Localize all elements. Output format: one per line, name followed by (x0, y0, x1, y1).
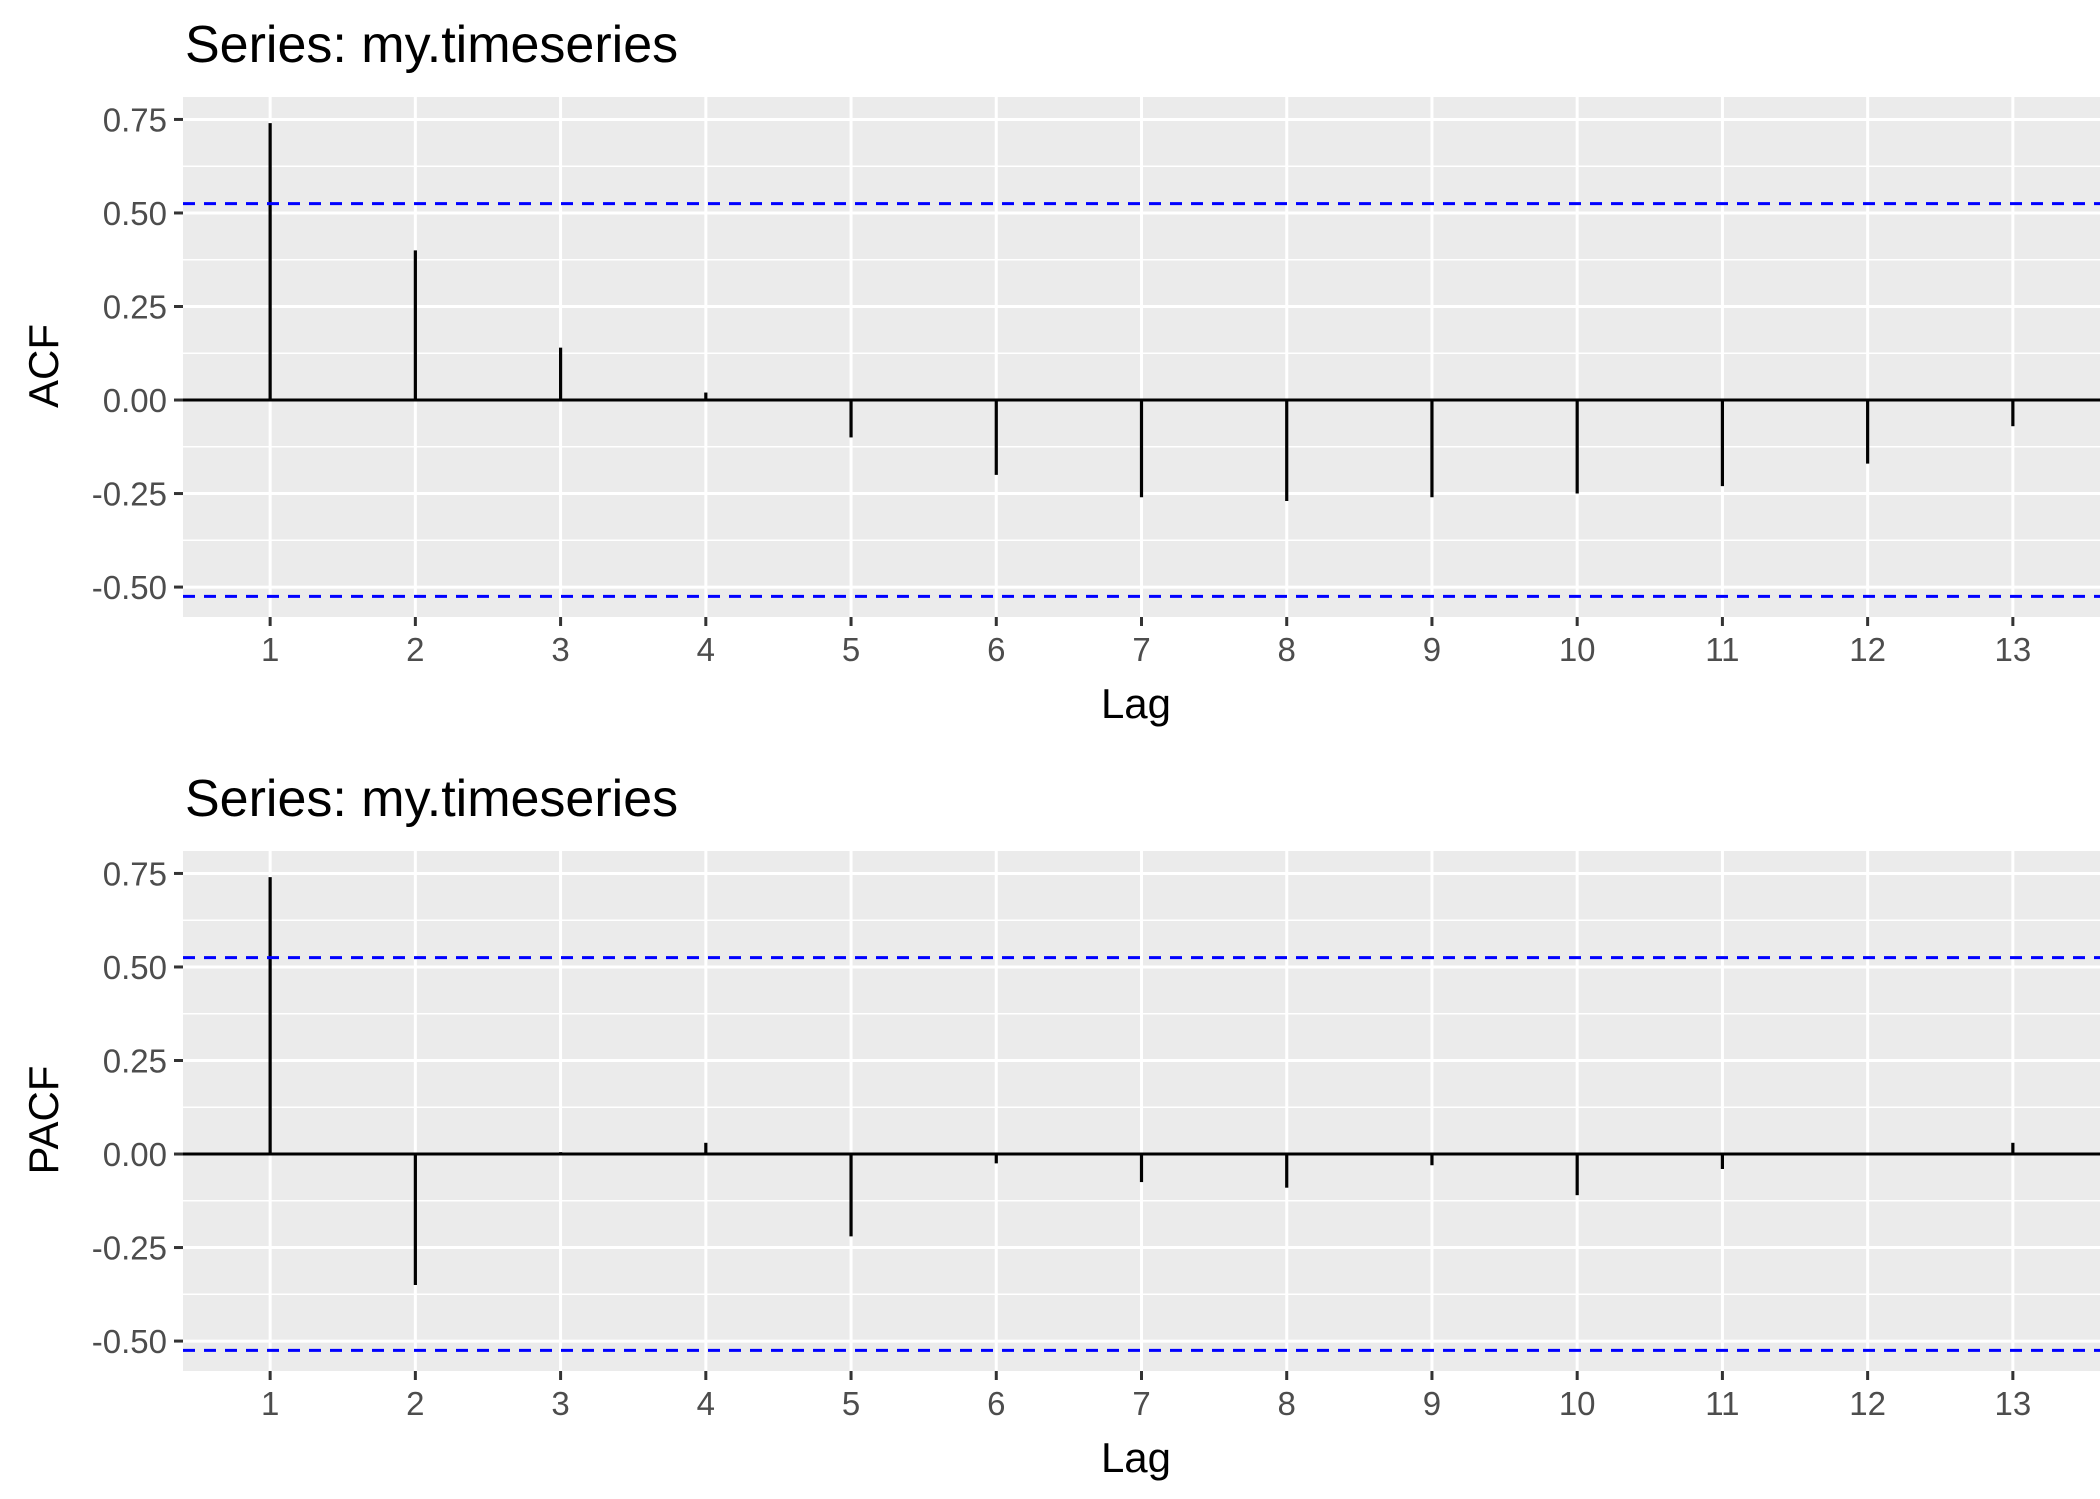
pacf-x-tick-label: 13 (1995, 1385, 2032, 1422)
pacf-chart: Series: my.timeseries 0.75 0.50 0.25 0.00 -0… (20, 770, 2100, 1481)
pacf-x-tick-label: 10 (1559, 1385, 1596, 1422)
acf-x-tick-label: 7 (1132, 631, 1150, 668)
acf-x-tick-label: 3 (551, 631, 569, 668)
acf-chart-title: Series: my.timeseries (185, 16, 678, 74)
acf-y-tick-label: 0.50 (103, 195, 167, 232)
acf-x-tick-label: 4 (697, 631, 715, 668)
pacf-y-tick-label: 0.75 (103, 855, 167, 892)
pacf-y-tick-label: -0.25 (92, 1230, 167, 1267)
pacf-x-tick-label: 12 (1849, 1385, 1886, 1422)
acf-y-tick-label: -0.25 (92, 476, 167, 513)
acf-x-tick-label: 5 (842, 631, 860, 668)
acf-y-tick-label: 0.25 (103, 288, 167, 325)
acf-y-axis-title: ACF (20, 324, 67, 408)
pacf-x-tick-label: 2 (406, 1385, 424, 1422)
pacf-x-tick-label: 5 (842, 1385, 860, 1422)
pacf-chart-title: Series: my.timeseries (185, 770, 678, 828)
pacf-x-tick-label: 11 (1705, 1385, 1739, 1422)
acf-y-axis: 0.75 0.50 0.25 0.00 -0.25 -0.50 (92, 101, 183, 606)
acf-x-tick-label: 2 (406, 631, 424, 668)
pacf-x-tick-label: 3 (551, 1385, 569, 1422)
pacf-x-tick-label: 1 (261, 1385, 279, 1422)
acf-x-tick-label: 10 (1559, 631, 1596, 668)
acf-x-axis-title: Lag (1101, 680, 1171, 727)
pacf-x-tick-label: 8 (1278, 1385, 1296, 1422)
pacf-y-tick-label: 0.00 (103, 1136, 167, 1173)
pacf-x-tick-label: 9 (1423, 1385, 1441, 1422)
acf-x-tick-label: 6 (987, 631, 1005, 668)
acf-x-tick-label: 1 (261, 631, 279, 668)
acf-y-tick-label: 0.75 (103, 101, 167, 138)
pacf-bars (268, 877, 2015, 1285)
pacf-x-tick-label: 7 (1132, 1385, 1150, 1422)
acf-x-tick-label: 9 (1423, 631, 1441, 668)
pacf-y-tick-label: 0.25 (103, 1042, 167, 1079)
pacf-x-axis-title: Lag (1101, 1434, 1171, 1481)
acf-y-tick-label: -0.50 (92, 569, 167, 606)
pacf-y-tick-label: 0.50 (103, 949, 167, 986)
acf-x-tick-label: 13 (1995, 631, 2032, 668)
acf-chart: Series: my.timeseries 0.75 0.50 0.25 0.00 -0… (20, 16, 2100, 727)
pacf-x-axis: 1 2 3 4 5 6 7 8 9 10 11 12 13 (261, 1371, 2031, 1422)
pacf-x-tick-label: 4 (697, 1385, 715, 1422)
acf-x-tick-label: 11 (1705, 631, 1739, 668)
pacf-y-axis-title: PACF (20, 1066, 67, 1175)
acf-bars (268, 123, 2015, 502)
acf-x-axis: 1 2 3 4 5 6 7 8 9 10 11 12 13 (261, 617, 2031, 668)
pacf-y-axis: 0.75 0.50 0.25 0.00 -0.25 -0.50 (92, 855, 183, 1360)
acf-x-tick-label: 8 (1278, 631, 1296, 668)
pacf-y-tick-label: -0.50 (92, 1323, 167, 1360)
acf-y-tick-label: 0.00 (103, 382, 167, 419)
pacf-x-tick-label: 6 (987, 1385, 1005, 1422)
acf-x-tick-label: 12 (1849, 631, 1886, 668)
